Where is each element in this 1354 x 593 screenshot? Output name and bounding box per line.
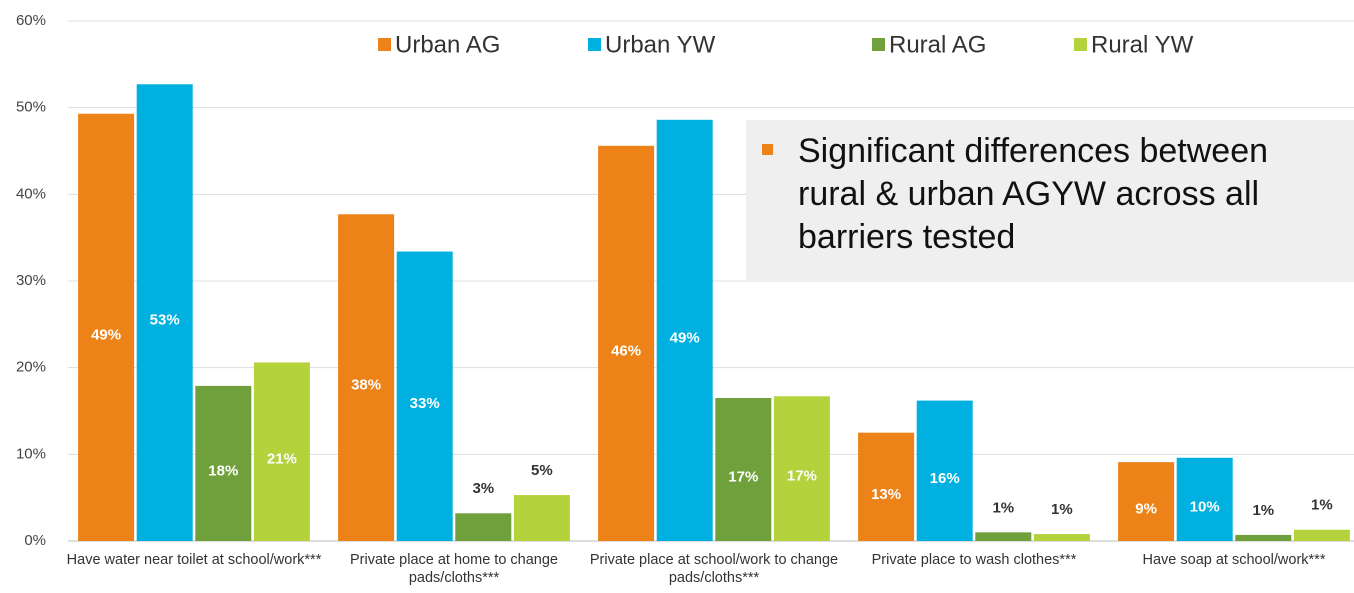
- y-tick-label: 40%: [16, 185, 46, 202]
- value-label: 3%: [472, 480, 494, 497]
- legend-swatch: [588, 38, 601, 51]
- value-label: 46%: [611, 342, 641, 359]
- bar: [1235, 534, 1292, 541]
- y-tick-label: 50%: [16, 99, 46, 116]
- legend-swatch: [378, 38, 391, 51]
- value-label: 1%: [1051, 501, 1073, 518]
- x-tick-label: Private place to wash clothes***: [871, 552, 1077, 568]
- value-label: 5%: [531, 462, 553, 479]
- annotation-box: Significant differences between rural & …: [746, 120, 1354, 280]
- legend-label: Urban AG: [395, 31, 500, 58]
- y-tick-label: 60%: [16, 12, 46, 29]
- value-label: 17%: [728, 468, 758, 485]
- bar: [78, 113, 135, 541]
- value-label: 49%: [670, 329, 700, 346]
- value-label: 38%: [351, 377, 381, 394]
- legend-label: Rural YW: [1091, 31, 1194, 58]
- bar: [195, 385, 252, 541]
- bar: [916, 400, 973, 541]
- x-tick-label: Private place at school/work to change p…: [589, 552, 839, 586]
- bar: [136, 84, 193, 542]
- bar: [1293, 529, 1350, 541]
- bar: [253, 362, 310, 541]
- y-tick-label: 20%: [16, 359, 46, 376]
- y-tick-label: 10%: [16, 445, 46, 462]
- x-tick-label: Have water near toilet at school/work***: [66, 552, 322, 568]
- bar: [598, 145, 655, 542]
- value-label: 13%: [871, 486, 901, 503]
- legend-swatch: [872, 38, 885, 51]
- legend-swatch: [1074, 38, 1087, 51]
- bullet: [762, 144, 773, 155]
- bar: [975, 532, 1032, 541]
- value-label: 17%: [787, 468, 817, 485]
- legend-label: Urban YW: [605, 31, 716, 58]
- bar: [396, 251, 453, 542]
- value-label: 49%: [91, 326, 121, 343]
- bar: [656, 119, 713, 542]
- bar: [715, 398, 772, 541]
- value-label: 10%: [1190, 498, 1220, 515]
- value-label: 33%: [410, 395, 440, 412]
- value-label: 18%: [208, 462, 238, 479]
- value-label: 9%: [1135, 501, 1157, 518]
- legend-label: Rural AG: [889, 31, 986, 58]
- x-tick-label: Private place at home to change pads/clo…: [350, 552, 558, 586]
- bar: [858, 432, 915, 541]
- bar: [455, 513, 512, 541]
- value-label: 21%: [267, 451, 297, 468]
- bar: [1033, 534, 1090, 541]
- value-label: 53%: [150, 312, 180, 329]
- bar: [1176, 457, 1233, 541]
- y-tick-label: 30%: [16, 272, 46, 289]
- value-label: 1%: [1252, 502, 1274, 519]
- bar: [513, 495, 570, 541]
- bar: [338, 214, 395, 541]
- x-tick-label: Have soap at school/work***: [1142, 552, 1326, 568]
- y-tick-label: 0%: [24, 532, 46, 549]
- bar: [773, 396, 830, 541]
- value-label: 16%: [930, 470, 960, 487]
- bar: [1118, 462, 1175, 541]
- annotation: Significant differences between rural & …: [798, 132, 1269, 256]
- value-label: 1%: [992, 499, 1014, 516]
- value-label: 1%: [1311, 497, 1333, 514]
